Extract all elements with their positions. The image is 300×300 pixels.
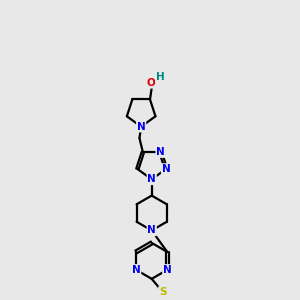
Text: N: N (163, 265, 172, 275)
Text: H: H (156, 72, 165, 82)
Text: N: N (137, 122, 146, 132)
Text: N: N (132, 265, 140, 275)
Text: N: N (162, 164, 170, 174)
Text: S: S (159, 287, 166, 297)
Text: N: N (156, 147, 165, 157)
Text: N: N (147, 226, 156, 236)
Text: N: N (147, 174, 156, 184)
Text: O: O (147, 78, 156, 88)
